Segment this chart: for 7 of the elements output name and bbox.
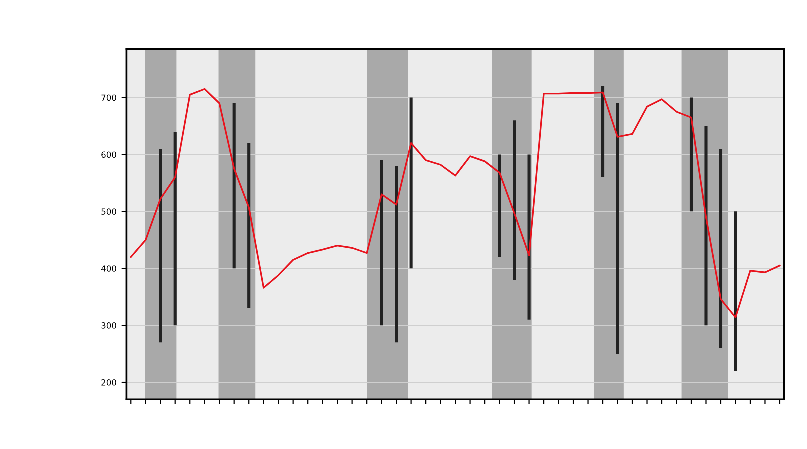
line-series — [130, 88, 781, 318]
y-tick-label: 500 — [102, 208, 116, 215]
y-tick-label: 300 — [102, 322, 116, 329]
y-tick-label: 400 — [101, 266, 116, 272]
y-tick-label: 200 — [102, 380, 116, 386]
y-tick-label: 700 — [102, 94, 116, 102]
y-tick-label: 600 — [102, 152, 116, 158]
